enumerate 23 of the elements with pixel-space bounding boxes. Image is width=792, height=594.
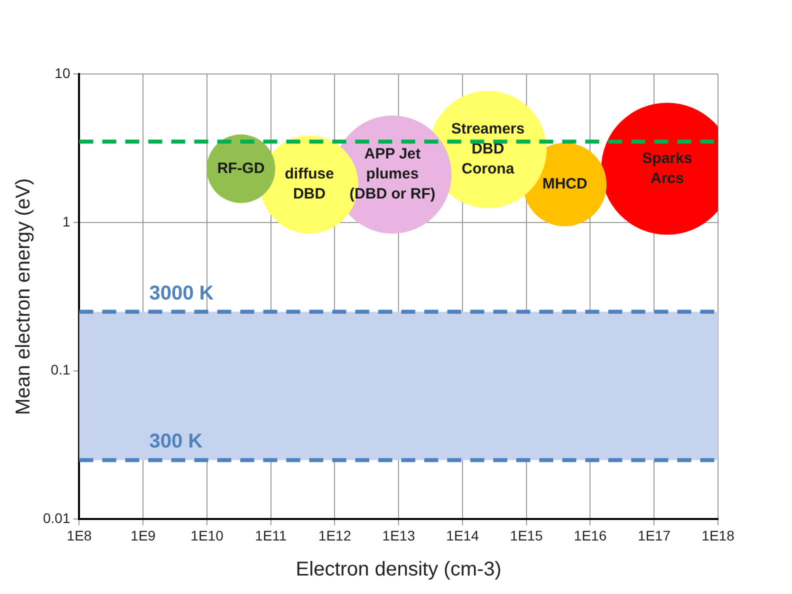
ref-line-label: 300 K — [149, 430, 204, 453]
series-label: diffuse DBD — [284, 166, 334, 203]
series-label: RF-GD — [217, 160, 265, 177]
series-label: Streamers DBD Corona — [451, 120, 525, 178]
x-axis-title: Electron density (cm-3) — [296, 558, 502, 581]
y-tick-label: 1 — [62, 213, 70, 230]
series-label: MHCD — [542, 176, 588, 193]
y-tick-label: 10 — [54, 64, 70, 81]
x-tick-label: 1E16 — [574, 527, 607, 544]
x-tick-label: 1E17 — [638, 527, 671, 544]
x-tick-label: 1E10 — [190, 527, 224, 544]
y-tick-label: 0.01 — [43, 510, 70, 526]
x-tick-label: 1E12 — [318, 527, 352, 544]
x-tick-label: 1E11 — [255, 527, 287, 544]
x-tick-label: 1E8 — [66, 527, 92, 544]
x-tick-label: 1E13 — [382, 527, 416, 544]
x-tick-label: 1E14 — [446, 527, 480, 544]
x-tick-label: 1E9 — [130, 527, 156, 544]
x-tick-label: 1E15 — [510, 527, 543, 544]
y-axis-title: Mean electron energy (eV) — [12, 178, 35, 415]
x-tick-label: 1E18 — [702, 527, 735, 544]
y-tick-label: 0.1 — [50, 362, 70, 378]
series-label: Sparks Arcs — [642, 150, 692, 187]
